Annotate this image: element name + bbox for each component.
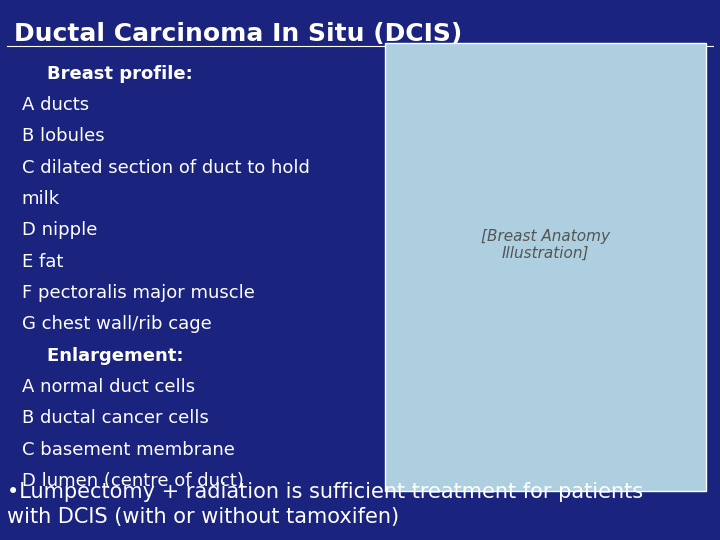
Text: C basement membrane: C basement membrane (22, 441, 235, 458)
Text: Ductal Carcinoma In Situ (DCIS): Ductal Carcinoma In Situ (DCIS) (14, 22, 463, 45)
Text: C dilated section of duct to hold: C dilated section of duct to hold (22, 159, 310, 177)
Text: D nipple: D nipple (22, 221, 97, 239)
Text: E fat: E fat (22, 253, 63, 271)
Text: milk: milk (22, 190, 60, 208)
Text: A ducts: A ducts (22, 96, 89, 114)
Text: F pectoralis major muscle: F pectoralis major muscle (22, 284, 254, 302)
Text: B lobules: B lobules (22, 127, 104, 145)
Text: D lumen (centre of duct): D lumen (centre of duct) (22, 472, 243, 490)
Text: [Breast Anatomy
Illustration]: [Breast Anatomy Illustration] (481, 229, 610, 261)
Text: A normal duct cells: A normal duct cells (22, 378, 194, 396)
FancyBboxPatch shape (385, 43, 706, 491)
Text: •Lumpectomy + radiation is sufficient treatment for patients: •Lumpectomy + radiation is sufficient tr… (7, 482, 644, 502)
Text: Breast profile:: Breast profile: (22, 65, 192, 83)
Text: with DCIS (with or without tamoxifen): with DCIS (with or without tamoxifen) (7, 507, 400, 526)
Text: G chest wall/rib cage: G chest wall/rib cage (22, 315, 212, 333)
Text: B ductal cancer cells: B ductal cancer cells (22, 409, 209, 427)
Text: Enlargement:: Enlargement: (22, 347, 183, 364)
